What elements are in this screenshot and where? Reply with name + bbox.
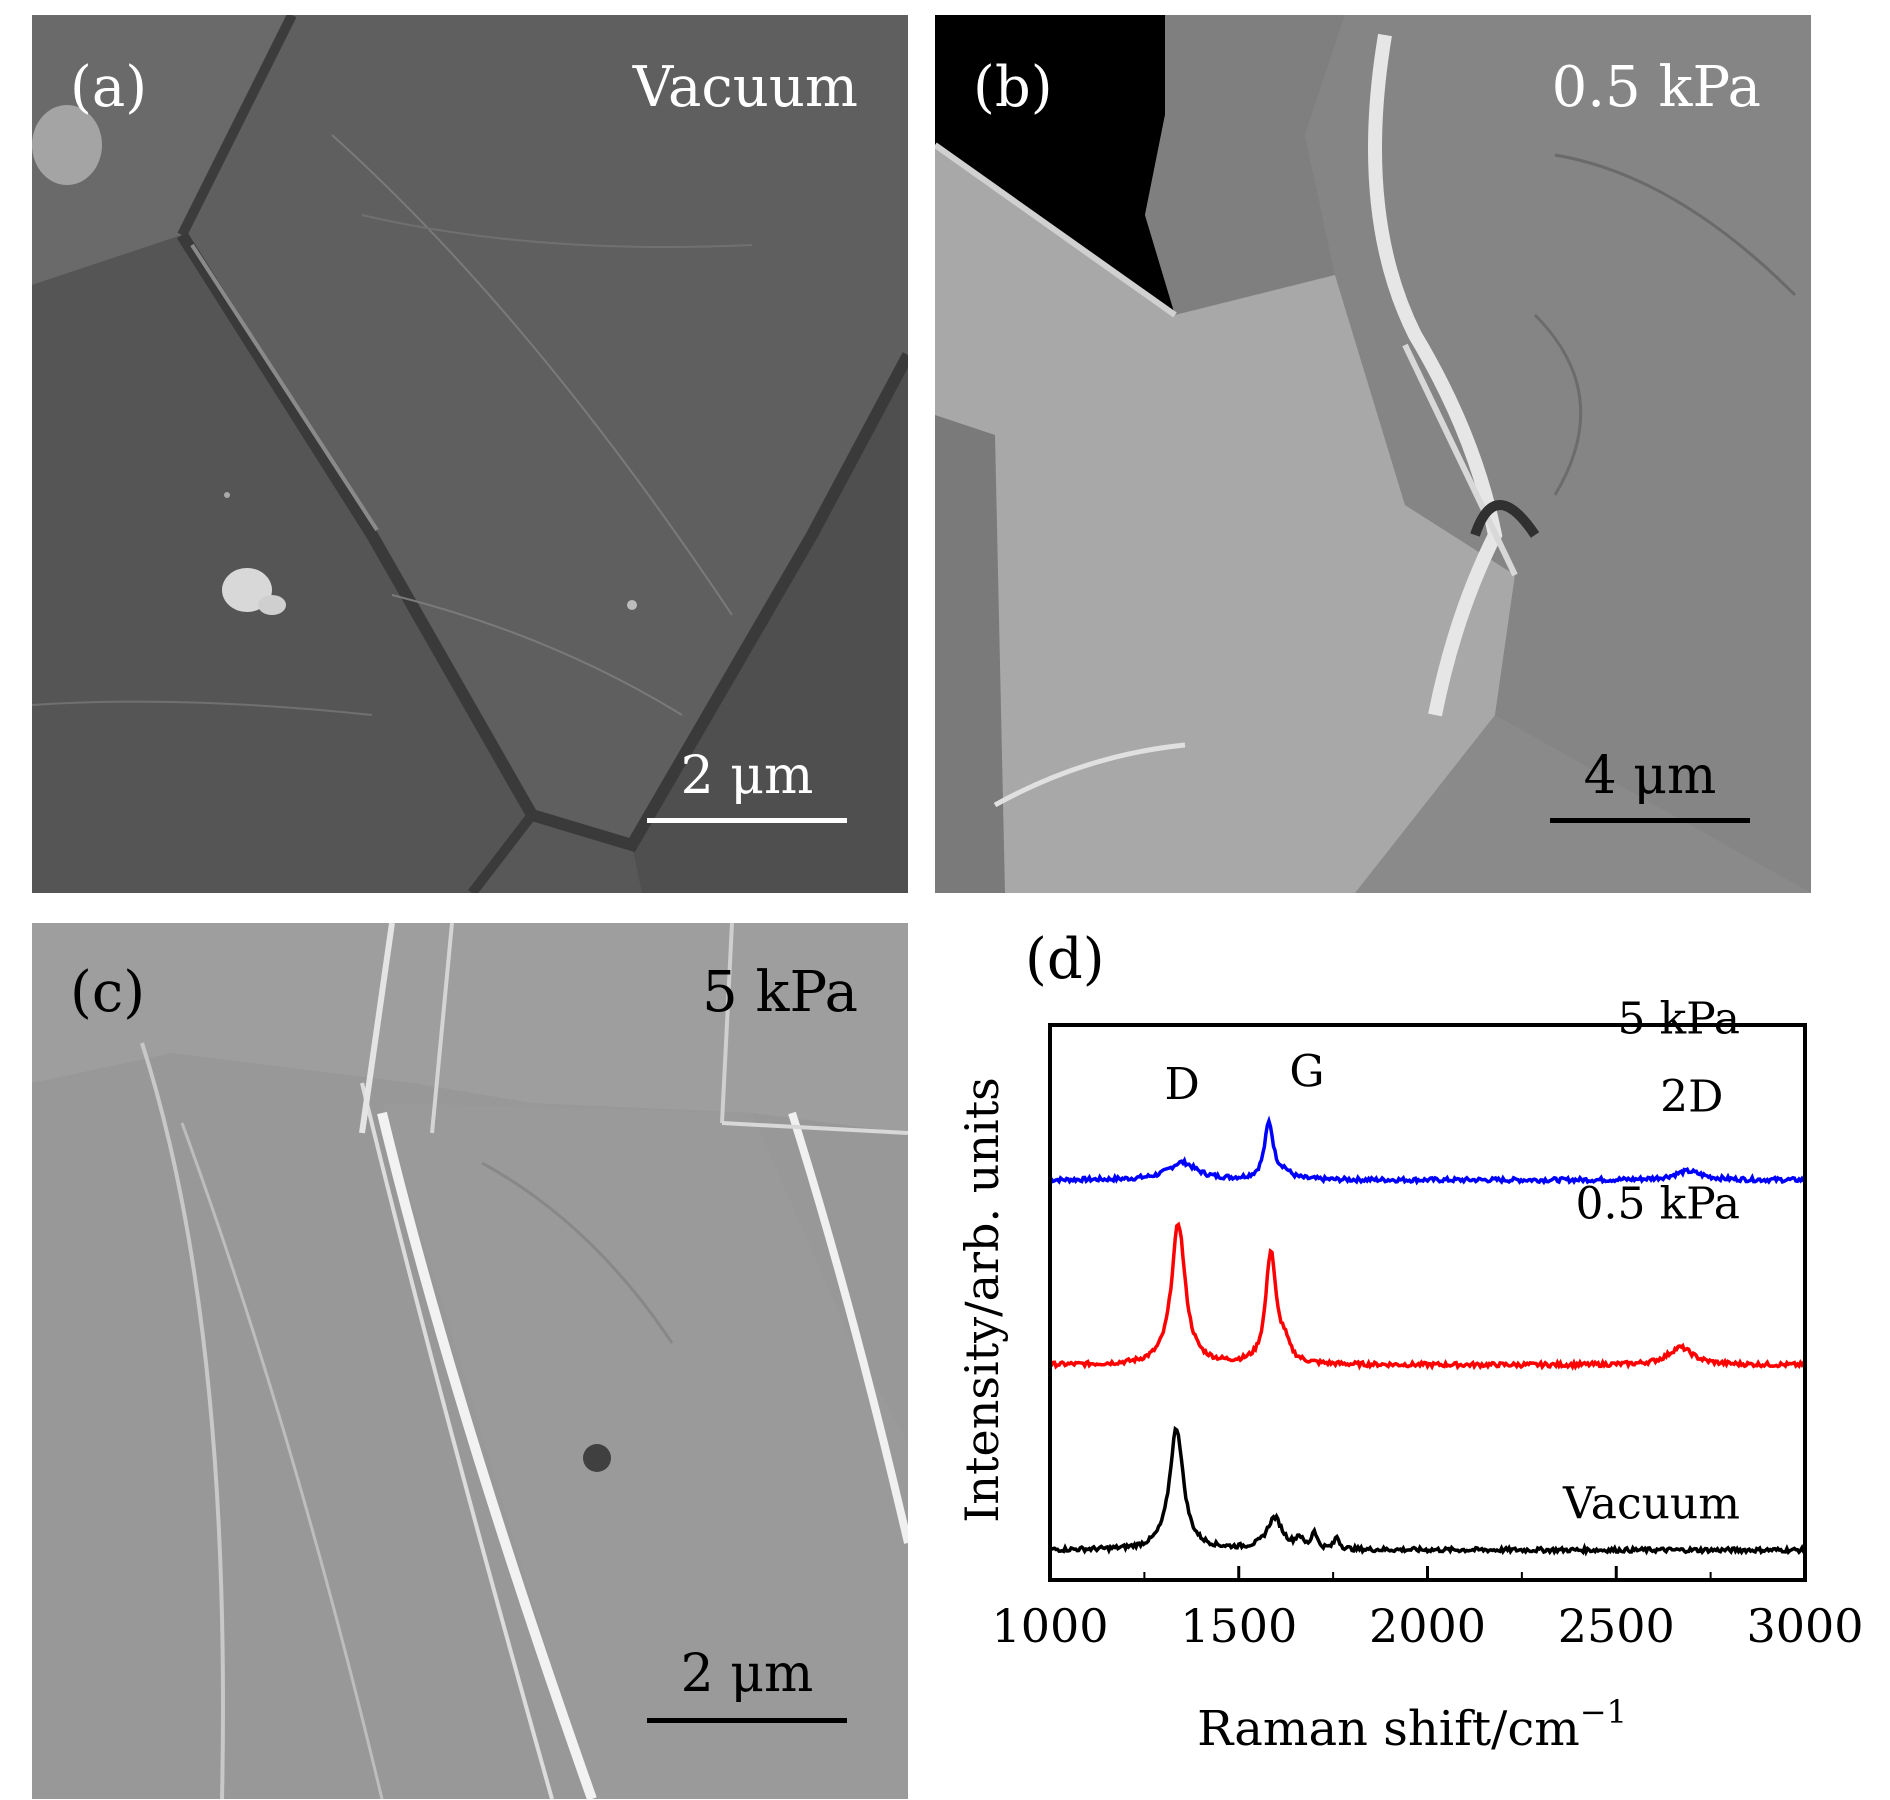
scale-bar-a <box>647 818 847 823</box>
x-axis-label: Raman shift/cm−1 <box>1197 1693 1627 1757</box>
scale-bar-c <box>647 1718 847 1723</box>
sem-panel-b: (b) 0.5 kPa 4 μm <box>935 15 1811 893</box>
condition-label-c: 5 kPa <box>702 960 858 1025</box>
panel-label-a: (a) <box>70 55 148 120</box>
series-line-vacuum <box>1049 1425 1806 1557</box>
scale-bar-b <box>1550 818 1750 823</box>
x-axis-label-main: Raman shift/cm <box>1197 1701 1580 1757</box>
series-line-5-kpa <box>1049 1115 1806 1186</box>
y-axis-label: Intensity/arb. units <box>955 1077 1009 1523</box>
series-label: Vacuum <box>1562 1479 1740 1530</box>
sem-panel-c: (c) 5 kPa 2 μm <box>32 923 908 1799</box>
sem-image-b <box>935 15 1811 893</box>
raman-chart: 1000 1500 2000 2500 3000 D G 2D 5 kPa 0.5 kPa Va… <box>955 994 1864 1757</box>
scale-bar-label-c: 2 μm <box>680 1644 814 1704</box>
peak-label: D <box>1164 1059 1199 1110</box>
raman-chart-panel: (d) 1000 1500 2000 2500 3000 D G 2D 5 kPa 0.5 k… <box>930 900 1890 1796</box>
condition-label-a: Vacuum <box>632 55 858 120</box>
sem-image-a <box>32 15 908 893</box>
series-label: 5 kPa <box>1617 994 1740 1045</box>
x-axis-label-sup: −1 <box>1580 1693 1627 1731</box>
x-tick-label: 2000 <box>1369 1599 1486 1653</box>
condition-label-b: 0.5 kPa <box>1551 55 1761 120</box>
panel-label-d: (d) <box>1025 927 1105 992</box>
series-label: 0.5 kPa <box>1576 1179 1740 1230</box>
x-tick-label: 2500 <box>1558 1599 1675 1653</box>
panel-label-c: (c) <box>70 960 146 1025</box>
x-tick-label: 3000 <box>1746 1599 1863 1653</box>
series-line-05-kpa <box>1049 1221 1807 1371</box>
panel-label-b: (b) <box>973 55 1053 120</box>
peak-label: 2D <box>1660 1071 1723 1122</box>
scale-bar-label-a: 2 μm <box>680 746 814 806</box>
x-tick-label: 1000 <box>991 1599 1108 1653</box>
x-tick-label: 1500 <box>1180 1599 1297 1653</box>
sem-panel-a: (a) Vacuum 2 μm <box>32 15 908 893</box>
sem-image-c <box>32 923 908 1799</box>
peak-label: G <box>1289 1047 1324 1098</box>
scale-bar-label-b: 4 μm <box>1583 746 1717 806</box>
